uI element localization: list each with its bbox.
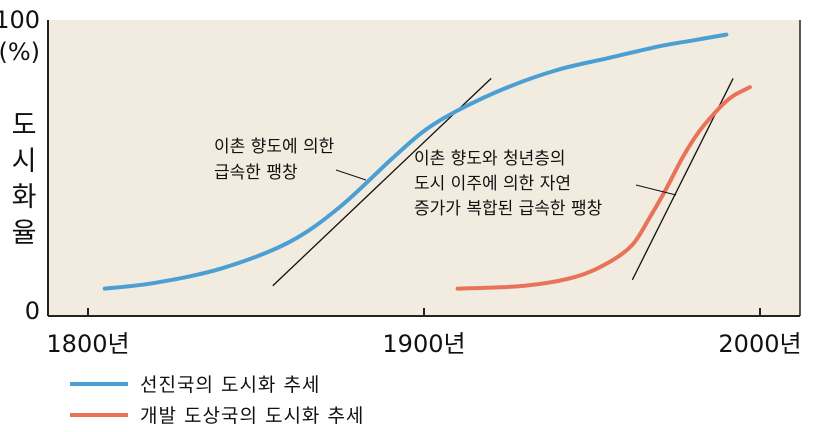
x-tick-label: 1900년	[382, 330, 465, 358]
tick-labels: 1800년 1900년 2000년 0 100 (%)	[0, 6, 802, 358]
y-label-char: 도	[12, 110, 37, 141]
annotation-developing-line: 증가가 복합된 급속한 팽창	[414, 199, 603, 219]
annotation-developed-line: 이촌 향도에 의한	[214, 137, 335, 157]
annotation-developing-leader	[635, 184, 677, 196]
y-label-char: 화	[12, 182, 37, 213]
y-unit-label: (%)	[0, 38, 40, 66]
legend-label: 개발 도상국의 도시화 추세	[140, 405, 364, 427]
y-tick-label: 0	[25, 297, 40, 325]
annotation-developed-line: 급속한 팽창	[214, 163, 298, 183]
y-label-char: 시	[12, 146, 37, 177]
series-lines	[102, 32, 752, 291]
developing-trend-line	[455, 85, 752, 291]
y-label-char: 율	[12, 218, 37, 249]
annotation-developing-line: 도시 이주에 의한 자연	[414, 174, 571, 194]
annotation-developed-leader	[335, 169, 367, 181]
axes	[47, 20, 801, 317]
legend-label: 선진국의 도시화 추세	[140, 374, 320, 396]
developed-trend-line	[102, 32, 729, 291]
x-tick-label: 1800년	[46, 330, 129, 358]
annotation-developing-line: 이촌 향도와 청년층의	[414, 149, 566, 169]
y-tick-label: 100	[0, 6, 40, 34]
plot-area	[48, 20, 800, 316]
x-tick-label: 2000년	[718, 330, 801, 358]
